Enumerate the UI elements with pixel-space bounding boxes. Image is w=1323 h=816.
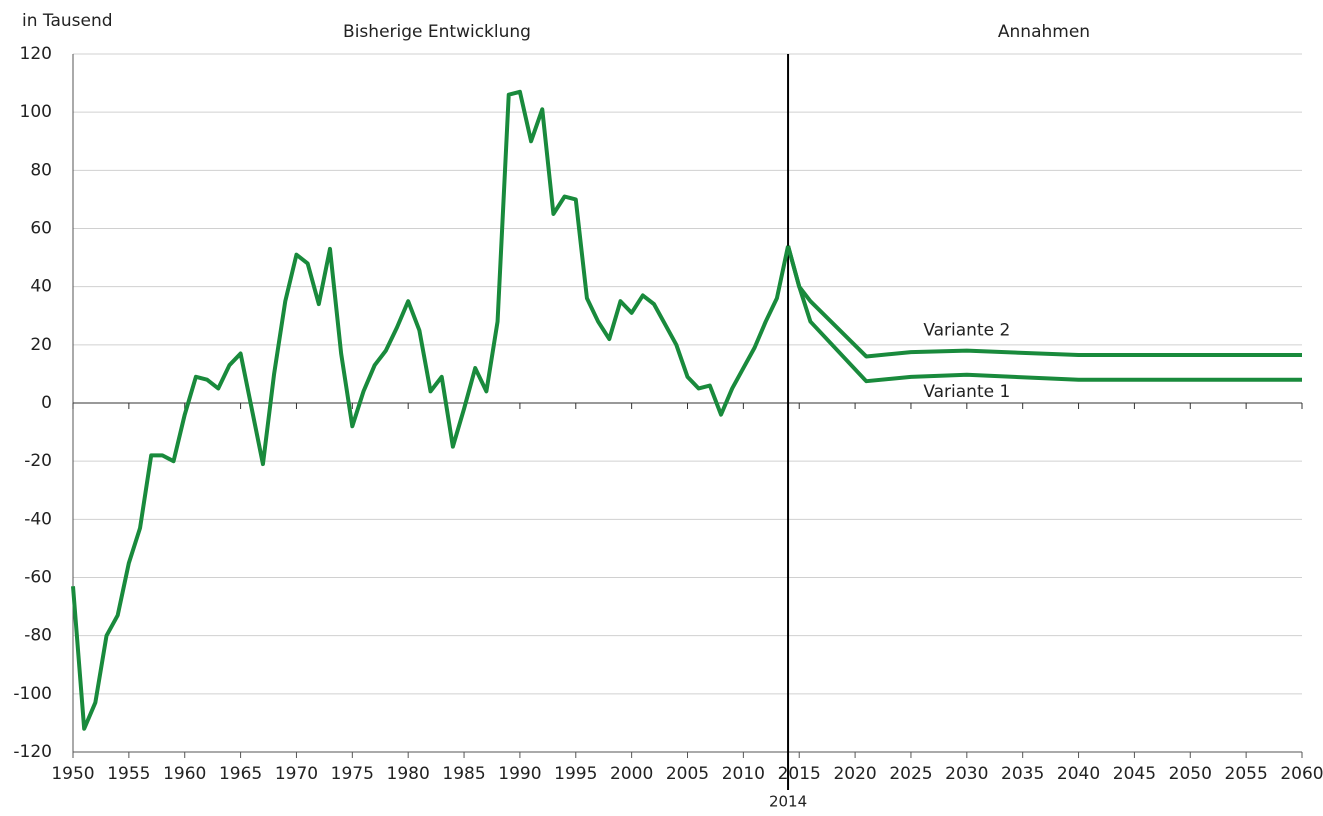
x-tick-label: 1985 [442, 764, 485, 784]
y-tick-label: -40 [24, 509, 52, 529]
y-tick-label: -60 [24, 568, 52, 588]
x-tick-label: 1990 [498, 764, 541, 784]
y-tick-label: 40 [30, 277, 52, 297]
x-tick-label: 1965 [219, 764, 262, 784]
section-label: Annahmen [998, 22, 1090, 42]
y-tick-label: 20 [30, 335, 52, 355]
x-tick-label: 1980 [387, 764, 430, 784]
x-tick-label: 2005 [666, 764, 709, 784]
series-line [71, 89, 791, 731]
x-tick-label: 2010 [722, 764, 765, 784]
y-tick-label: 60 [30, 219, 52, 239]
y-tick-label: -20 [24, 451, 52, 471]
x-tick-label: 2055 [1225, 764, 1268, 784]
series-line [786, 245, 1302, 359]
y-tick-label: -100 [13, 684, 52, 704]
x-tick-label: 2030 [945, 764, 988, 784]
x-tick-label: 1970 [275, 764, 318, 784]
y-tick-label: 120 [20, 44, 52, 64]
x-tick-label: 2045 [1113, 764, 1156, 784]
x-tick-label: 2060 [1280, 764, 1323, 784]
series-label: Variante 1 [923, 382, 1010, 402]
y-tick-label: -120 [13, 742, 52, 762]
x-tick-label: 2035 [1001, 764, 1044, 784]
y-tick-label: 80 [30, 160, 52, 180]
series-label: Variante 2 [923, 321, 1010, 341]
x-tick-label: 1950 [51, 764, 94, 784]
y-tick-label: -80 [24, 626, 52, 646]
x-tick-label: 1975 [331, 764, 374, 784]
y-tick-label: 0 [41, 393, 52, 413]
series-line [786, 245, 1302, 384]
x-tick-label: 2015 [778, 764, 821, 784]
marker-label: 2014 [769, 793, 807, 811]
x-tick-label: 1995 [554, 764, 597, 784]
x-tick-label: 2025 [889, 764, 932, 784]
x-tick-label: 1955 [107, 764, 150, 784]
y-tick-label: 100 [20, 102, 52, 122]
x-tick-label: 2040 [1057, 764, 1100, 784]
x-tick-label: 2020 [833, 764, 876, 784]
x-tick-label: 2000 [610, 764, 653, 784]
x-tick-label: 2050 [1169, 764, 1212, 784]
x-tick-label: 1960 [163, 764, 206, 784]
section-label: Bisherige Entwicklung [343, 22, 531, 42]
y-unit-label: in Tausend [22, 11, 113, 31]
